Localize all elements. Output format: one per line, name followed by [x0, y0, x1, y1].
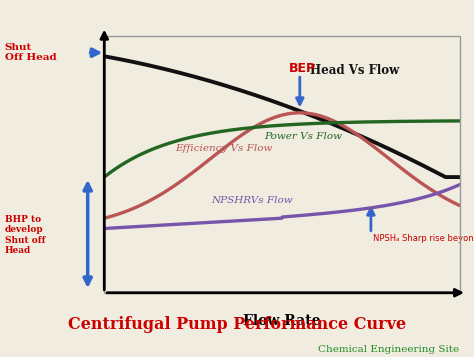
Text: BHP to
develop
Shut off
Head: BHP to develop Shut off Head	[5, 215, 45, 255]
Text: Chemical Engineering Site: Chemical Engineering Site	[318, 345, 459, 355]
Text: Flow Rate: Flow Rate	[243, 314, 321, 328]
Text: NPSHₐ Sharp rise beyond BEP: NPSHₐ Sharp rise beyond BEP	[373, 234, 474, 243]
Text: BEP: BEP	[289, 62, 316, 75]
Text: Shut
Off Head: Shut Off Head	[5, 43, 56, 62]
Text: Centrifugal Pump Performance Curve: Centrifugal Pump Performance Curve	[68, 316, 406, 333]
Text: Power Vs Flow: Power Vs Flow	[264, 131, 342, 141]
Text: Efficiency Vs Flow: Efficiency Vs Flow	[175, 144, 273, 154]
Text: NPSHRVs Flow: NPSHRVs Flow	[211, 196, 292, 205]
Text: Head Vs Flow: Head Vs Flow	[310, 64, 400, 77]
